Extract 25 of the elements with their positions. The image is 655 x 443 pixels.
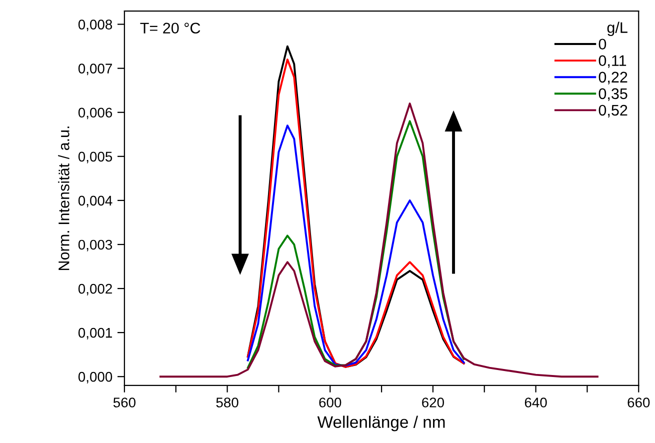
legend-title: g/L bbox=[607, 22, 628, 36]
x-tick-label: 600 bbox=[319, 398, 342, 408]
x-tick-label: 620 bbox=[422, 398, 444, 408]
legend-label: 0 bbox=[598, 38, 606, 50]
x-axis-title: Wellenlänge / nm bbox=[317, 416, 445, 432]
line-series bbox=[159, 102, 598, 378]
x-tick-label: 660 bbox=[628, 398, 650, 408]
legend-label: 0,35 bbox=[598, 88, 628, 101]
legend-label: 0,11 bbox=[598, 55, 626, 68]
y-axis-title: Norm. Intensität / a.u. bbox=[58, 126, 70, 270]
annotation: T= 20 °C bbox=[140, 22, 200, 34]
y-tick-label: 0,008 bbox=[78, 20, 112, 32]
y-tick-label: 0,004 bbox=[78, 196, 112, 208]
x-tick-label: 580 bbox=[216, 398, 238, 408]
y-tick-label: 0,003 bbox=[78, 240, 112, 252]
y-tick-label: 0,002 bbox=[78, 284, 112, 296]
y-tick-label: 0,000 bbox=[78, 372, 112, 384]
x-tick-label: 640 bbox=[524, 398, 547, 408]
legend-label: 0,22 bbox=[598, 72, 628, 84]
legend-label: 0,52 bbox=[598, 104, 628, 118]
y-tick-label: 0,006 bbox=[78, 108, 112, 120]
x-tick-label: 560 bbox=[113, 398, 136, 408]
y-tick-label: 0,007 bbox=[78, 64, 112, 76]
y-tick-label: 0,005 bbox=[78, 152, 112, 164]
y-tick-label: 0,001 bbox=[78, 328, 112, 340]
